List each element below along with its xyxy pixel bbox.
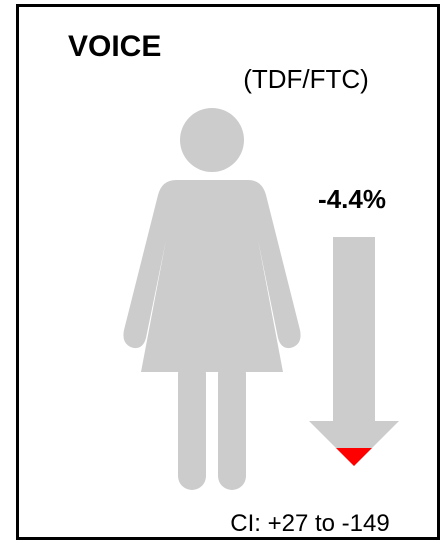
arrow-tip (336, 448, 372, 466)
arrow-shaft (333, 237, 375, 422)
change-label: -4.4% (318, 184, 386, 214)
arrow-head (309, 421, 399, 466)
woman-figure (123, 108, 301, 490)
right-leg (218, 360, 246, 490)
body (123, 180, 301, 372)
ci-label: CI: +27 to -149 (230, 510, 389, 537)
left-leg (178, 360, 206, 490)
subtitle: (TDF/FTC) (243, 64, 369, 94)
title: VOICE (68, 30, 161, 63)
head (180, 108, 244, 172)
down-arrow (309, 237, 399, 466)
